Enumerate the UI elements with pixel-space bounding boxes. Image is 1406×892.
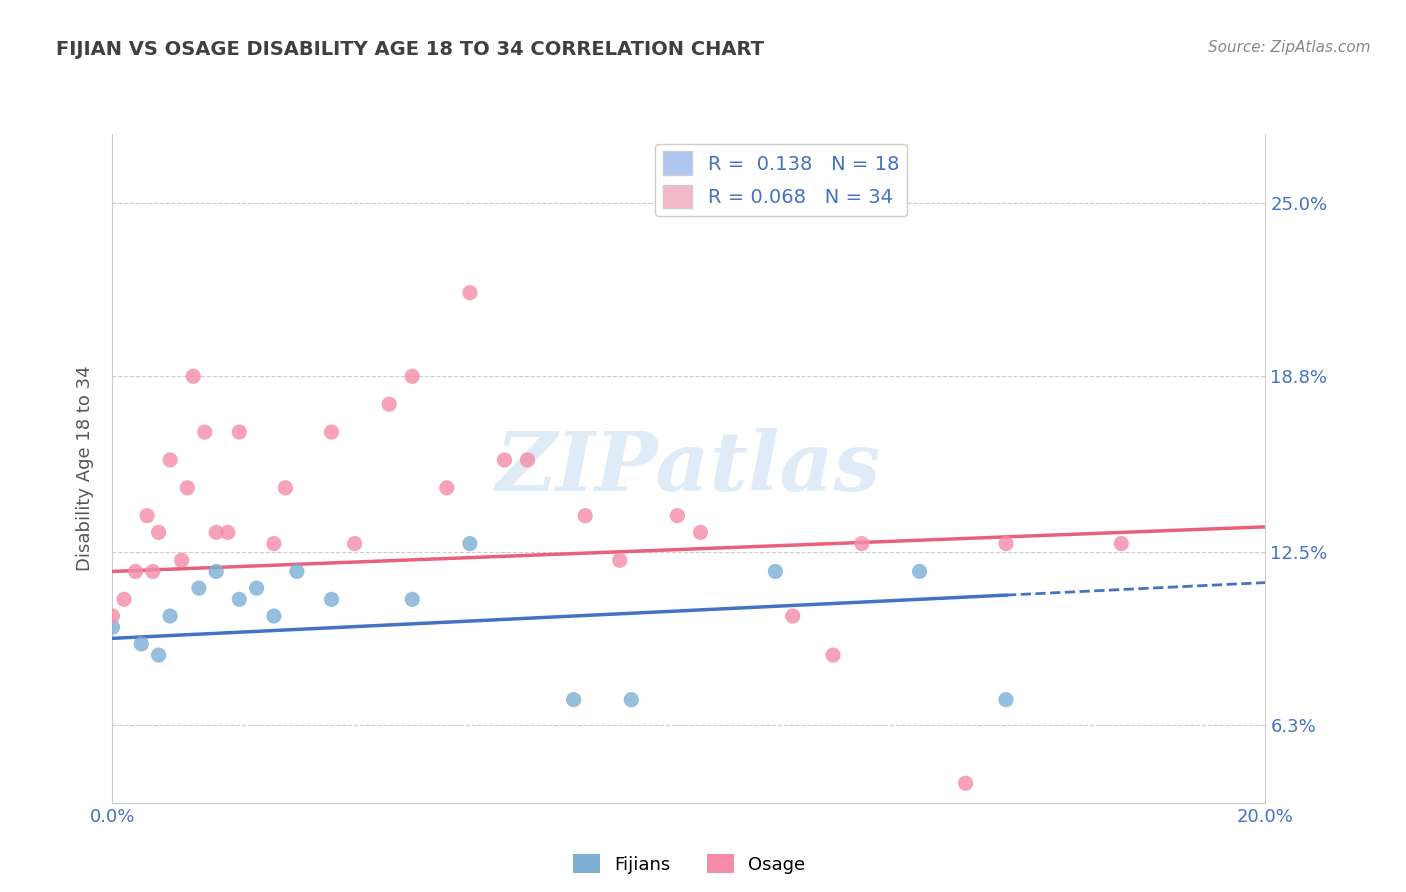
Point [148, 648, 170, 662]
Point [995, 692, 1018, 706]
Y-axis label: Disability Age 18 to 34: Disability Age 18 to 34 [76, 366, 94, 571]
Point [129, 637, 153, 651]
Point [401, 369, 423, 384]
Point [274, 481, 297, 495]
Point [148, 525, 170, 540]
Point [228, 592, 250, 607]
Point [321, 425, 343, 439]
Point [343, 536, 366, 550]
Point [194, 425, 217, 439]
Point [245, 581, 267, 595]
Point [516, 453, 538, 467]
Legend: R =  0.138   N = 18, R = 0.068   N = 34: R = 0.138 N = 18, R = 0.068 N = 34 [655, 144, 907, 216]
Point [378, 397, 401, 411]
Point [112, 592, 135, 607]
Point [851, 536, 873, 550]
Point [908, 565, 931, 579]
Point [782, 609, 804, 624]
Point [101, 620, 124, 634]
Point [228, 425, 250, 439]
Point [562, 692, 585, 706]
Text: FIJIAN VS OSAGE DISABILITY AGE 18 TO 34 CORRELATION CHART: FIJIAN VS OSAGE DISABILITY AGE 18 TO 34 … [56, 40, 765, 59]
Point [458, 285, 481, 300]
Point [142, 565, 165, 579]
Text: ZIPatlas: ZIPatlas [496, 428, 882, 508]
Point [205, 525, 228, 540]
Point [995, 536, 1018, 550]
Point [609, 553, 631, 567]
Point [821, 648, 844, 662]
Point [124, 565, 146, 579]
Point [494, 453, 516, 467]
Point [176, 481, 198, 495]
Point [188, 581, 211, 595]
Point [955, 776, 977, 790]
Point [181, 369, 204, 384]
Point [170, 553, 193, 567]
Point [205, 565, 228, 579]
Point [574, 508, 596, 523]
Point [401, 592, 423, 607]
Point [263, 609, 285, 624]
Point [666, 508, 689, 523]
Point [136, 508, 159, 523]
Point [458, 536, 481, 550]
Point [321, 592, 343, 607]
Point [1111, 536, 1133, 550]
Text: Source: ZipAtlas.com: Source: ZipAtlas.com [1208, 40, 1371, 55]
Point [217, 525, 239, 540]
Point [263, 536, 285, 550]
Point [159, 453, 181, 467]
Point [436, 481, 458, 495]
Point [159, 609, 181, 624]
Point [101, 609, 124, 624]
Point [765, 565, 787, 579]
Point [689, 525, 711, 540]
Point [620, 692, 643, 706]
Point [285, 565, 308, 579]
